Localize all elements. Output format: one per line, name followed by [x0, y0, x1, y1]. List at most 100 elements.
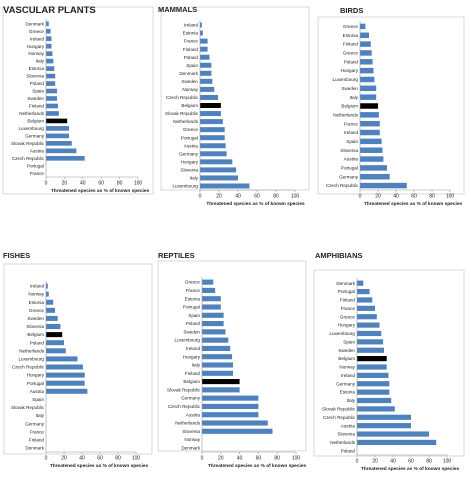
category-label: Netherlands [175, 421, 200, 426]
category-label: Finland [183, 47, 199, 52]
x-tick-label: 0 [359, 194, 362, 200]
bar [202, 420, 268, 426]
category-label: Hungary [341, 68, 359, 73]
category-label: Spain [343, 339, 355, 344]
bar [202, 296, 221, 302]
category-label: Slovak Republic [11, 405, 45, 410]
category-label: Greece [343, 51, 359, 56]
chart-reptiles: REPTILES Greece France Estonia Portugal Spain… [157, 251, 307, 469]
bar [357, 431, 429, 437]
x-tick-label: 80 [426, 459, 432, 465]
bar [360, 76, 375, 83]
category-label: Czech Republic [12, 156, 45, 161]
category-label: Sweden [338, 348, 355, 353]
bar [200, 70, 212, 76]
category-label: Austria [30, 389, 45, 394]
category-label: Hungary [181, 159, 199, 164]
bar [202, 428, 273, 434]
category-label: Austria [184, 143, 199, 148]
bar [360, 67, 374, 74]
bar [46, 380, 85, 386]
category-label: Poland [30, 340, 45, 345]
bar [46, 388, 88, 394]
bar [46, 372, 85, 378]
bar [46, 111, 59, 116]
bar [200, 103, 221, 108]
category-label: Slovenia [26, 74, 44, 79]
category-label: Germany [179, 151, 199, 156]
bar [46, 299, 54, 305]
category-label: Slovak Republic [165, 111, 199, 116]
bar [46, 148, 77, 154]
x-tick-label: 40 [80, 181, 86, 187]
category-label: Germany [181, 396, 201, 401]
bar [200, 86, 215, 92]
category-label: Estonia [29, 300, 45, 305]
bar [357, 305, 375, 311]
category-label: Finland [29, 104, 45, 109]
chart-panel-birds: BIRDS Greece Estonia Finland Greece Poland Hun… [314, 0, 471, 240]
chart-frame [2, 6, 154, 195]
category-label: Hungary [183, 354, 201, 359]
chart-panel-mammals: MAMMALS Ireland Estonia France Finland Poland… [157, 0, 314, 240]
x-tick-label: 40 [390, 459, 396, 465]
x-tick-label: 60 [256, 456, 262, 462]
bar [357, 389, 390, 395]
category-label: Portugal [341, 165, 358, 170]
bar [46, 58, 54, 64]
category-label: France [30, 171, 45, 176]
category-label: Luxembourg [174, 338, 200, 343]
category-label: Norway [339, 365, 355, 370]
bar [46, 348, 66, 354]
bar [357, 372, 389, 378]
category-label: Austria [344, 157, 359, 162]
category-label: Czech Republic [326, 183, 359, 188]
category-label: Estonia [340, 390, 356, 395]
bar [46, 81, 56, 86]
x-tick-label: 60 [97, 456, 103, 462]
category-label: Sweden [341, 86, 358, 91]
bar [202, 370, 234, 376]
bar [46, 340, 64, 346]
bar [357, 314, 377, 320]
category-label: Hungary [338, 323, 356, 328]
bar [200, 151, 227, 157]
category-label: Spain [32, 89, 44, 94]
bar [202, 412, 259, 418]
bar [360, 129, 380, 136]
bar [200, 127, 225, 133]
x-tick-label: 0 [199, 194, 202, 200]
category-label: France [30, 429, 45, 434]
x-tick-label: 40 [393, 194, 399, 200]
category-label: Poland [30, 81, 45, 86]
category-label: Portugal [27, 381, 44, 386]
category-label: Portugal [181, 135, 198, 140]
category-label: Norway [28, 292, 44, 297]
category-label: Spain [32, 397, 44, 402]
category-label: Slovenia [340, 148, 358, 153]
category-label: Portugal [27, 163, 44, 168]
bar [357, 339, 384, 345]
category-label: Czech Republic [166, 95, 199, 100]
chart-title: VASCULAR PLANTS [3, 5, 96, 16]
category-label: Greece [185, 280, 201, 285]
chart-title: BIRDS [340, 6, 363, 15]
bar [46, 291, 49, 297]
bar [360, 41, 371, 47]
bar [202, 387, 240, 393]
bar [46, 88, 58, 94]
bar [46, 315, 58, 321]
category-label: Germany [336, 381, 356, 386]
category-label: Slovak Republic [167, 387, 201, 392]
chart-title: REPTILES [158, 251, 195, 260]
bar [200, 175, 238, 181]
bar [46, 133, 69, 139]
bar [46, 28, 51, 34]
x-tick-label: 20 [375, 194, 381, 200]
x-tick-label: 80 [273, 194, 279, 200]
category-label: Slovenia [180, 167, 198, 172]
x-tick-label: 100 [446, 194, 455, 200]
category-label: Greece [183, 127, 199, 132]
category-label: Poland [341, 448, 356, 453]
bar [357, 322, 380, 328]
